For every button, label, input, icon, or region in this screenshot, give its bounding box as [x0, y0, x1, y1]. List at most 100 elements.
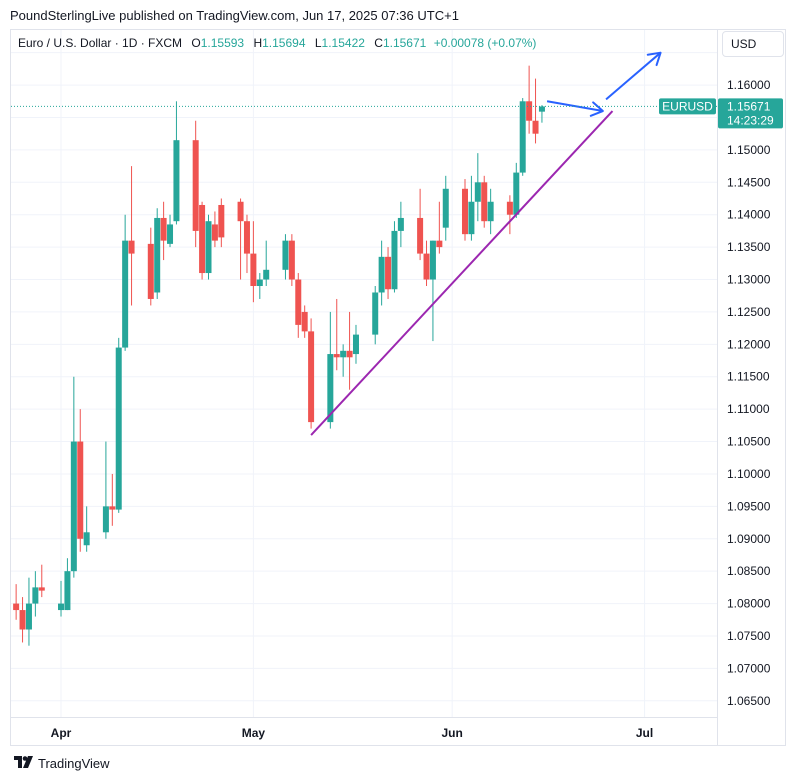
candle-body [385, 256, 392, 290]
candle[interactable] [147, 227, 154, 306]
high-label: H [253, 36, 263, 50]
candle-body [122, 240, 129, 348]
candle[interactable] [436, 201, 443, 254]
candle-body [391, 230, 398, 290]
candle[interactable] [122, 214, 129, 351]
candle-body [538, 106, 545, 112]
candle[interactable] [237, 198, 244, 280]
candle[interactable] [160, 201, 167, 261]
price-tick-label: 1.12500 [727, 305, 771, 319]
candle[interactable] [481, 175, 488, 228]
candle[interactable] [487, 188, 494, 235]
tradingview-logo[interactable]: TradingView [14, 756, 110, 771]
candle[interactable] [429, 240, 436, 342]
candle[interactable] [58, 580, 65, 617]
low-label: L [314, 36, 322, 50]
time-axis: Apr May Jun Jul [11, 717, 717, 740]
candle[interactable] [538, 105, 545, 123]
candle[interactable] [250, 221, 257, 303]
candle[interactable] [192, 120, 199, 248]
candle-body [19, 610, 26, 630]
price-tick-label: 1.12000 [727, 337, 771, 351]
low-value: 1.15422 [321, 36, 365, 50]
candle[interactable] [513, 162, 520, 218]
candle[interactable] [102, 441, 109, 539]
candle-body [282, 240, 289, 270]
candle[interactable] [308, 318, 315, 429]
candle[interactable] [205, 214, 212, 280]
candle[interactable] [70, 376, 77, 578]
candle[interactable] [301, 305, 308, 338]
candle[interactable] [417, 188, 424, 261]
candle-body [526, 101, 533, 121]
candle[interactable] [532, 78, 539, 144]
candle[interactable] [25, 577, 32, 646]
candle[interactable] [263, 240, 270, 287]
candle[interactable] [468, 175, 475, 241]
candle[interactable] [397, 201, 404, 248]
candle-body [333, 354, 340, 358]
candle[interactable] [346, 311, 353, 390]
candle[interactable] [461, 179, 468, 241]
candle[interactable] [295, 273, 302, 338]
candle-body [442, 188, 449, 228]
candle[interactable] [109, 473, 116, 526]
drawings [310, 51, 662, 436]
candle[interactable] [64, 558, 71, 611]
support-trendline[interactable] [310, 110, 614, 436]
candle[interactable] [173, 101, 180, 225]
candle[interactable] [83, 506, 90, 552]
candle[interactable] [288, 234, 295, 287]
price-tick-label: 1.10000 [727, 467, 771, 481]
candle-body [461, 188, 468, 235]
time-tick-label: Jun [441, 726, 462, 740]
candle[interactable] [526, 65, 533, 134]
candle[interactable] [423, 240, 430, 287]
candle[interactable] [128, 166, 135, 306]
candle-body [429, 240, 436, 280]
projection-arrow[interactable] [605, 51, 662, 101]
currency-button[interactable]: USD [722, 31, 784, 57]
candle[interactable] [115, 337, 122, 513]
candle[interactable] [19, 597, 26, 643]
candle-body [468, 201, 475, 235]
candle[interactable] [474, 153, 481, 222]
projection-arrow[interactable] [546, 100, 604, 117]
candle-body [288, 240, 295, 280]
candle-body [243, 221, 250, 254]
candle[interactable] [211, 211, 218, 248]
candle[interactable] [256, 273, 263, 299]
candle-body [218, 204, 225, 238]
candle-body [109, 506, 116, 510]
candle[interactable] [167, 214, 174, 248]
candle-body [372, 292, 379, 335]
candle[interactable] [327, 311, 334, 429]
candle[interactable] [340, 344, 347, 377]
candle[interactable] [352, 324, 359, 364]
candle[interactable] [391, 221, 398, 293]
candle[interactable] [38, 564, 45, 598]
price-tick-label: 1.14000 [727, 208, 771, 222]
candle[interactable] [385, 247, 392, 299]
candle[interactable] [199, 201, 206, 280]
candle[interactable] [333, 298, 340, 371]
candle[interactable] [378, 240, 385, 306]
candle[interactable] [13, 584, 20, 620]
candle[interactable] [519, 98, 526, 176]
candle[interactable] [32, 571, 39, 617]
candle[interactable] [282, 234, 289, 280]
publisher-caption: PoundSterlingLive published on TradingVi… [10, 8, 459, 23]
candle[interactable] [243, 214, 250, 274]
price-tick-label: 1.16000 [727, 78, 771, 92]
candle-body [173, 140, 180, 222]
candle[interactable] [154, 208, 161, 299]
candles [13, 65, 545, 646]
price-tick-label: 1.14500 [727, 175, 771, 189]
candle[interactable] [372, 286, 379, 345]
candle[interactable] [442, 175, 449, 241]
candle[interactable] [218, 198, 225, 248]
close-label: C [374, 36, 383, 50]
candle[interactable] [77, 409, 84, 552]
candle[interactable] [506, 195, 513, 235]
